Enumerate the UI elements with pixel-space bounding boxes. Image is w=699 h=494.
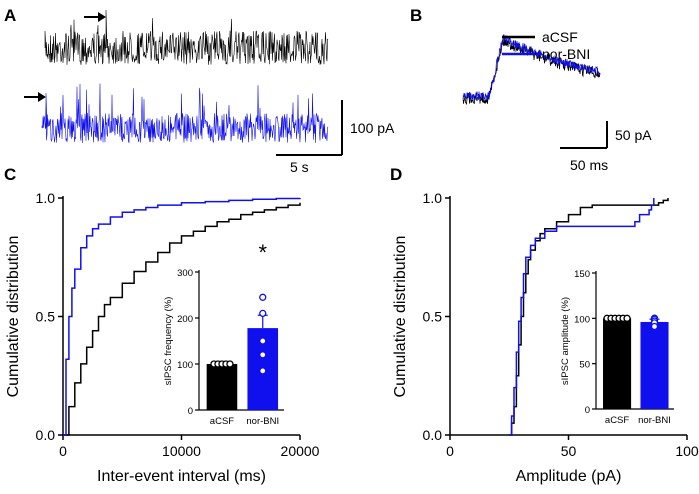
scale-bar-a: [276, 100, 343, 156]
inset-point: [650, 322, 659, 331]
y-tick-label: 0.5: [423, 309, 443, 325]
arrow-icon-bottom: [24, 92, 46, 102]
inset-y-tick-label: 100: [177, 360, 193, 371]
panel-label-d: D: [390, 165, 402, 184]
inset-y-tick-label: 100: [574, 314, 590, 325]
panel-c-chart: 0.0 0.5 1.0 0 10000 20000 Inter-event interval…: [5, 190, 320, 485]
inset-category-label: aCSF: [210, 416, 234, 427]
inset-y-tick-label: 200: [177, 314, 193, 325]
inset-y-tick-label: 300: [177, 268, 193, 279]
scale-current-a: 100 pA: [350, 120, 395, 136]
x-tick-label: 50: [561, 443, 577, 459]
panel-a: 100 pA 5 s: [24, 9, 395, 175]
inset-y-tick-label: 0: [188, 406, 193, 417]
inset-bar-aCSF: [206, 364, 238, 410]
inset-y-tick-label: 150: [574, 269, 590, 280]
inset-point: [259, 367, 267, 375]
inset-y-label: sIPSC frequency (%): [163, 297, 174, 386]
inset-y-label: sIPSC amplitude (%): [560, 297, 571, 385]
y-tick-label: 0.0: [36, 427, 56, 443]
y-tick-label: 1.0: [423, 190, 443, 206]
series-line-aCSF: [509, 198, 669, 436]
x-axis-label: Amplitude (pA): [516, 468, 622, 485]
inset-y-tick-label: 50: [579, 360, 590, 371]
inset-point: [259, 293, 267, 301]
x-tick-label: 0: [59, 443, 67, 459]
panel-label-b: B: [410, 6, 422, 25]
inset-category-label: aCSF: [605, 415, 629, 426]
scale-bar-b: [560, 121, 608, 149]
y-tick-label: 0.5: [36, 309, 56, 325]
series-line-nor-BNI: [63, 197, 301, 436]
significance-marker: *: [258, 240, 267, 265]
x-tick-label: 0: [446, 443, 454, 459]
inset-category-label: nor-BNI: [638, 415, 671, 426]
inset-category-label: nor-BNI: [246, 416, 279, 427]
norbni-trace: [41, 83, 329, 144]
panel-label-c: C: [4, 165, 16, 184]
panel-b: aCSF nor-BNI 50 pA 50 ms: [462, 29, 652, 173]
series-line-aCSF: [63, 202, 301, 436]
y-tick-label: 0.0: [423, 427, 443, 443]
panel-label-a: A: [4, 6, 16, 25]
scale-time-b: 50 ms: [570, 157, 608, 173]
legend-b: aCSF nor-BNI: [502, 29, 590, 62]
legend-label-norbni: nor-BNI: [542, 46, 590, 62]
norbni-average-trace: [462, 34, 601, 101]
inset-point: [623, 314, 631, 322]
acsf-trace: [44, 9, 329, 65]
inset-bar-nor-BNI: [640, 321, 669, 409]
y-axis-label: Cumulative distribution: [392, 236, 409, 398]
scale-time-a: 5 s: [290, 159, 309, 175]
arrow-icon-top: [84, 12, 106, 22]
legend-label-acsf: aCSF: [542, 29, 578, 45]
inset-point: [259, 351, 267, 359]
x-tick-label: 100: [675, 443, 699, 459]
inset-y-tick-label: 0: [585, 405, 590, 416]
x-tick-label: 10000: [162, 443, 201, 459]
panel-d-chart: 0.0 0.5 1.0 0 50 100 Amplitude (pA) Cumulative …: [392, 190, 699, 485]
series-line-nor-BNI: [509, 198, 655, 436]
x-tick-label: 20000: [281, 443, 320, 459]
inset-point: [259, 309, 267, 318]
y-tick-label: 1.0: [36, 190, 56, 206]
inset-point: [226, 360, 234, 368]
x-axis-label: Inter-event interval (ms): [97, 468, 266, 485]
y-axis-label: Cumulative distribution: [5, 236, 22, 398]
inset-point: [259, 337, 267, 345]
scale-current-b: 50 pA: [615, 127, 652, 143]
inset-bar-aCSF: [603, 318, 632, 409]
